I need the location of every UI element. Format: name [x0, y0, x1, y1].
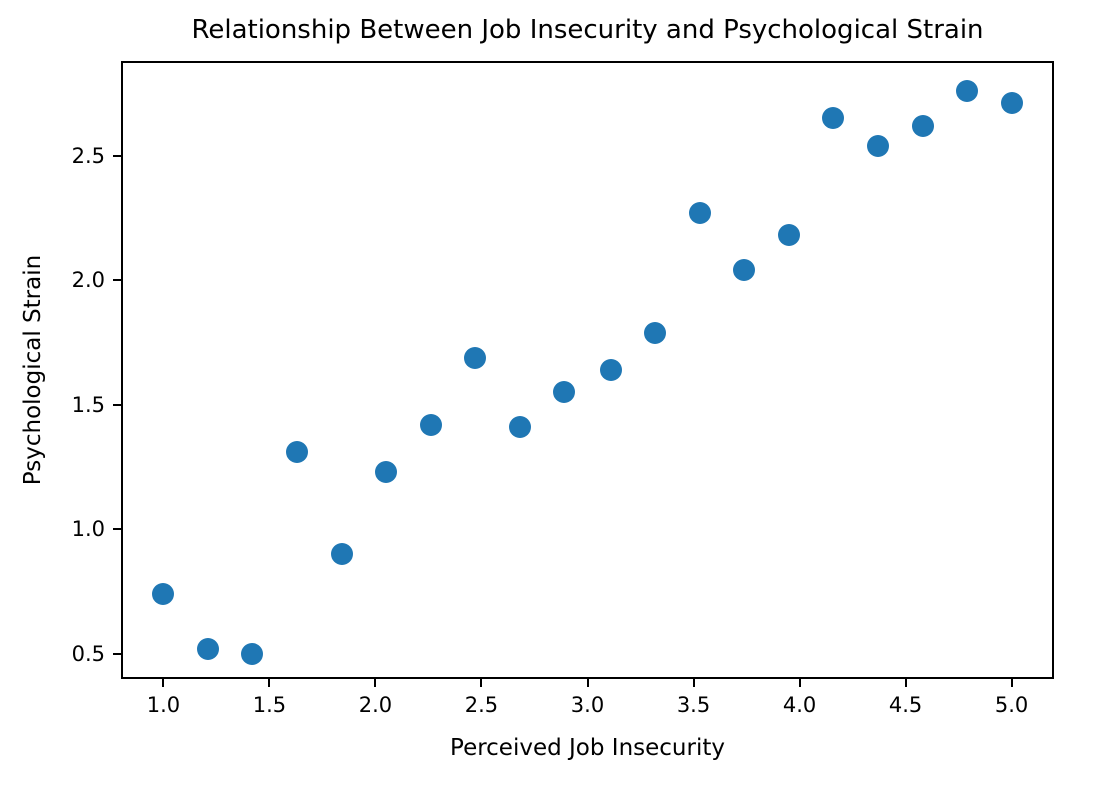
- x-tick-label: 4.5: [888, 693, 923, 717]
- y-tick-mark: [113, 154, 121, 157]
- y-tick-label: 0.5: [71, 642, 105, 667]
- x-tick-mark: [480, 679, 483, 687]
- x-tick-mark: [798, 679, 801, 687]
- x-tick-label: 2.5: [464, 693, 499, 717]
- y-axis-label: Psychological Strain: [20, 254, 46, 486]
- x-tick-label: 1.5: [252, 693, 287, 717]
- x-tick-label: 1.0: [146, 693, 181, 717]
- x-tick-mark: [904, 679, 907, 687]
- y-tick-mark: [113, 653, 121, 656]
- chart-title: Relationship Between Job Insecurity and …: [191, 15, 984, 45]
- y-tick-label: 1.0: [71, 517, 105, 542]
- x-tick-label: 3.5: [676, 693, 711, 717]
- x-tick-mark: [586, 679, 589, 687]
- plot-area: [121, 61, 1054, 679]
- y-tick-label: 2.0: [71, 268, 105, 293]
- y-tick-label: 1.5: [71, 392, 105, 417]
- y-tick-label: 2.5: [71, 143, 105, 168]
- x-tick-label: 2.0: [358, 693, 393, 717]
- y-tick-mark: [113, 528, 121, 531]
- x-tick-mark: [268, 679, 271, 687]
- x-tick-mark: [1010, 679, 1013, 687]
- y-tick-mark: [113, 403, 121, 406]
- x-tick-mark: [162, 679, 165, 687]
- x-tick-label: 5.0: [994, 693, 1029, 717]
- x-tick-mark: [374, 679, 377, 687]
- y-tick-mark: [113, 279, 121, 282]
- x-tick-mark: [692, 679, 695, 687]
- x-tick-label: 4.0: [782, 693, 817, 717]
- x-tick-label: 3.0: [570, 693, 605, 717]
- x-axis-label: Perceived Job Insecurity: [450, 735, 725, 761]
